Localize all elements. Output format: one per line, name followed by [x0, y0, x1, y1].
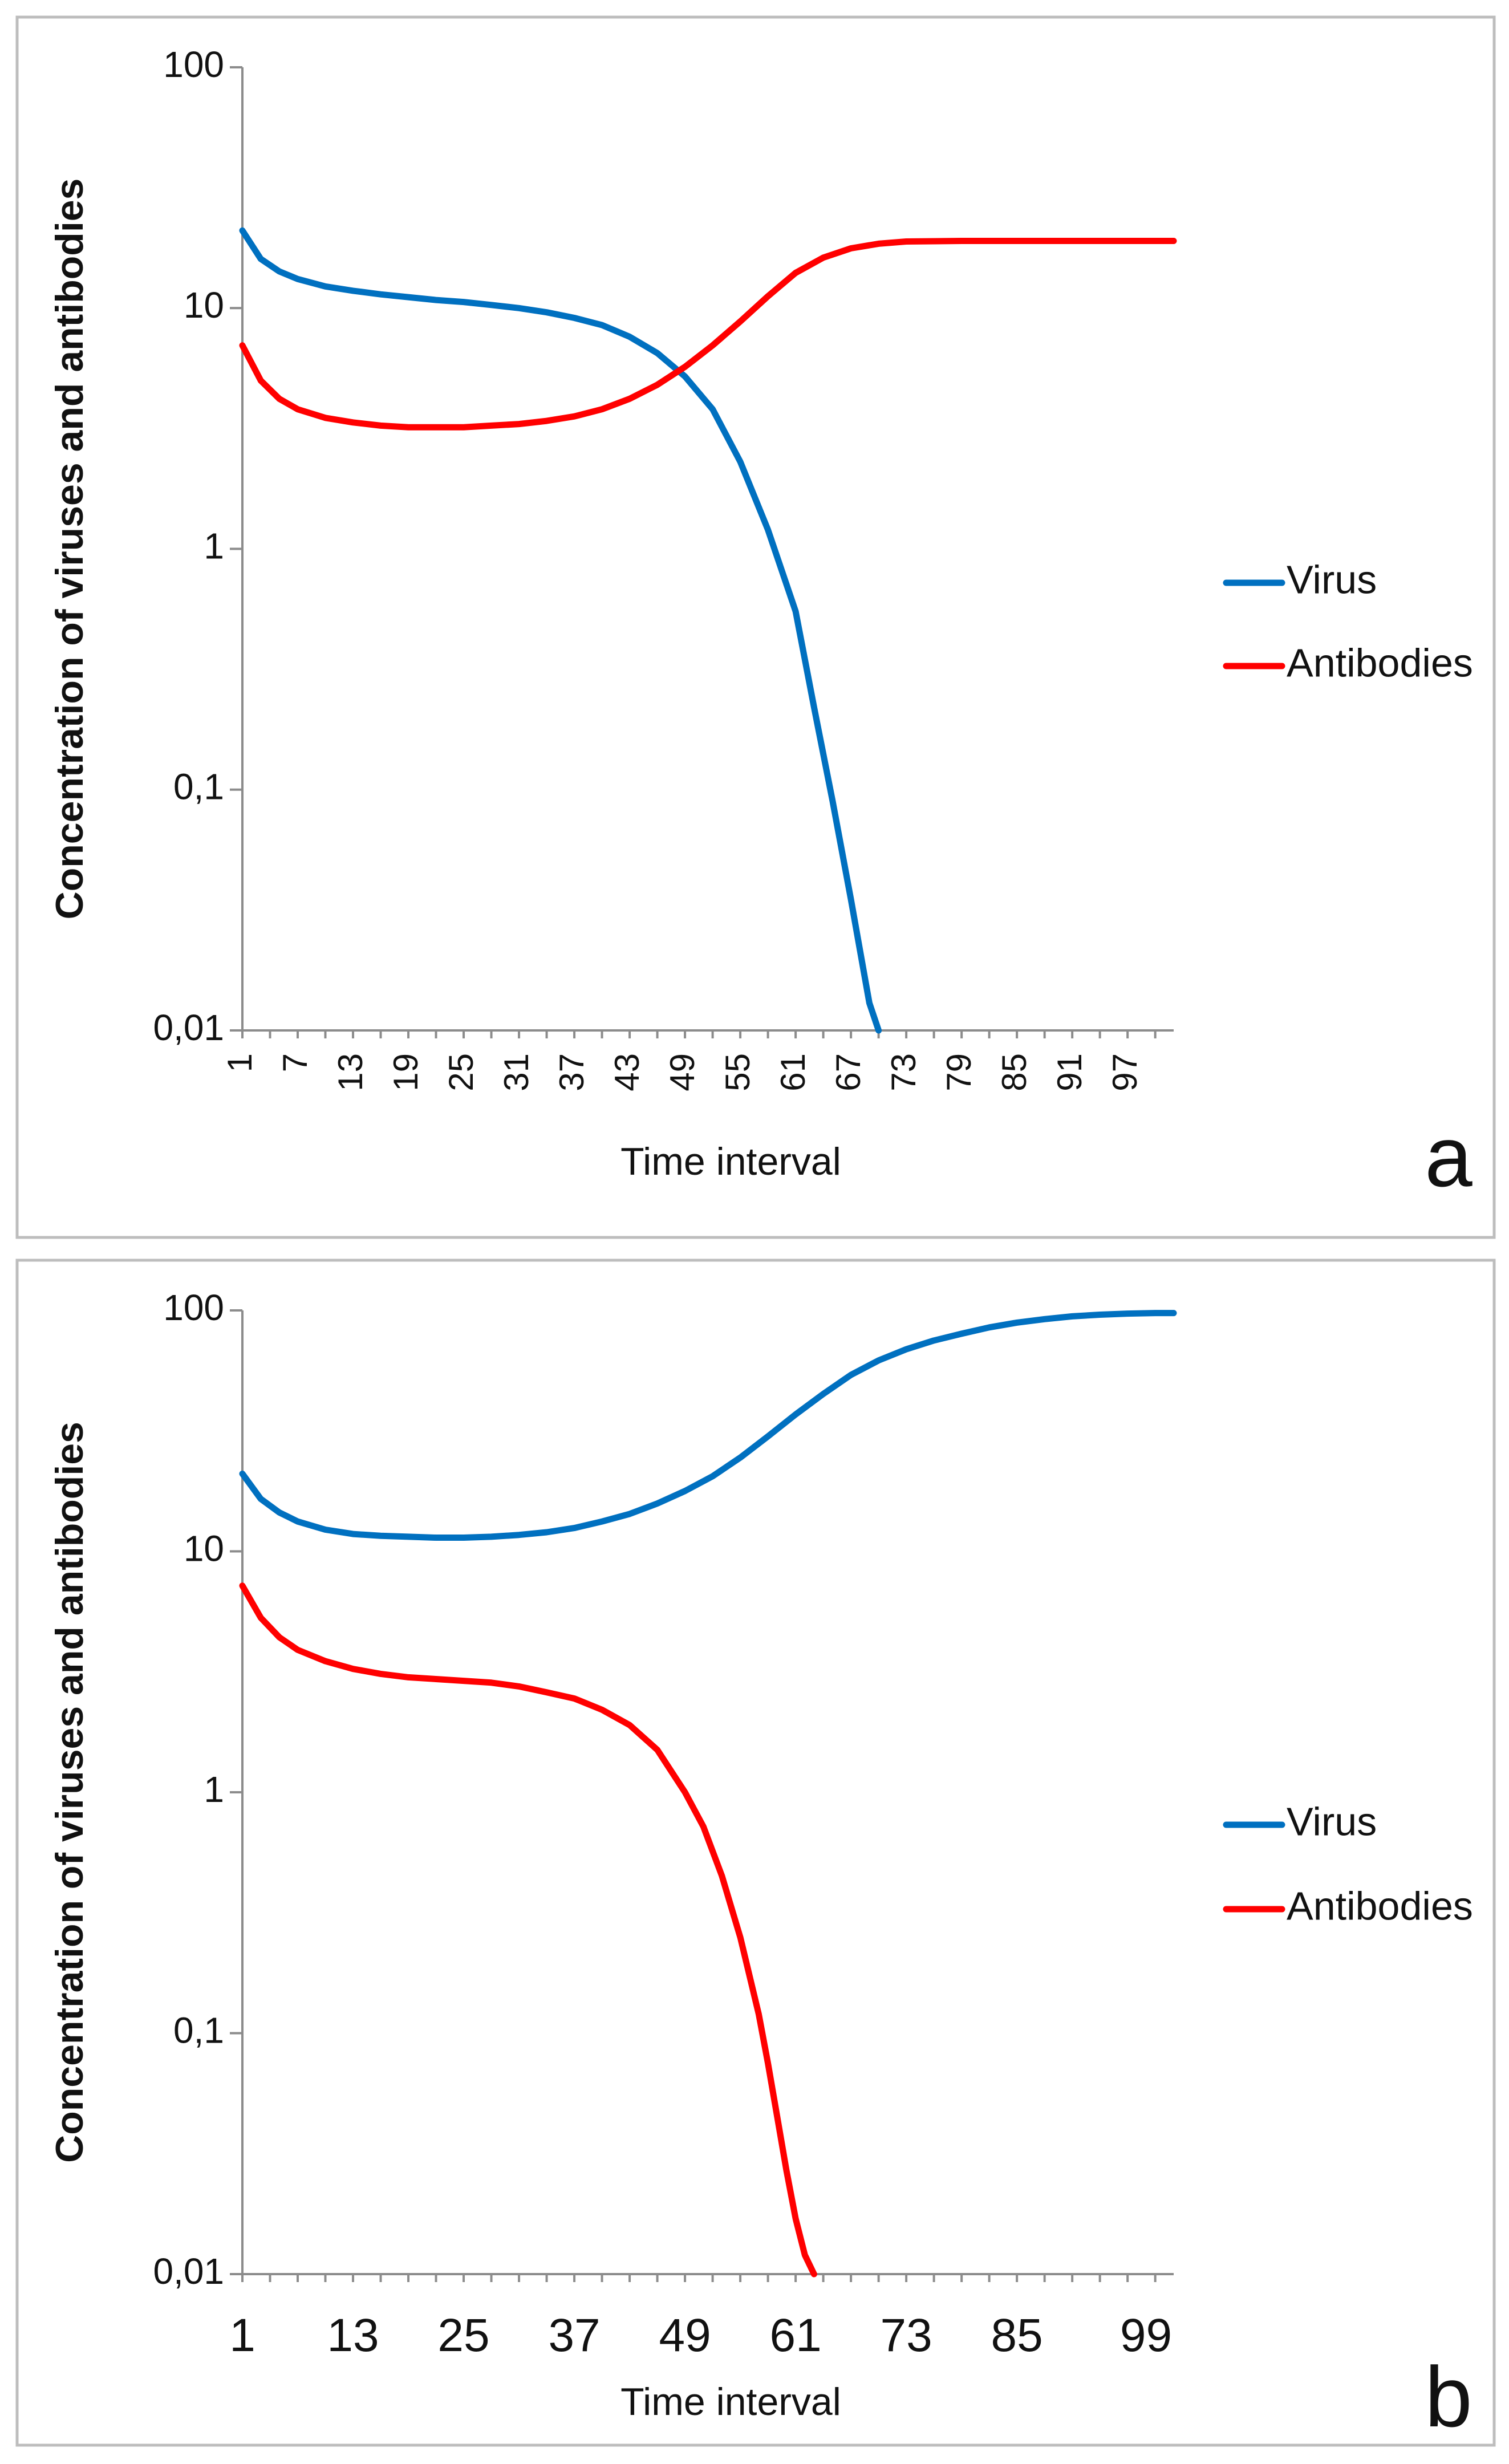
series-line-antibodies [239, 238, 1177, 431]
panel-label: a [1425, 1109, 1473, 1204]
x-axis-label: Time interval [620, 2380, 841, 2424]
y-tick-label: 10 [184, 285, 224, 326]
x-tick-label: 99 [1120, 2309, 1172, 2361]
y-tick-label: 0,01 [153, 2251, 224, 2292]
x-tick-label: 73 [881, 2309, 932, 2361]
panel-label: b [1425, 2349, 1472, 2445]
y-tick-label: 1 [204, 525, 224, 566]
legend-label-virus: Virus [1287, 1799, 1377, 1844]
series-line-virus [239, 227, 882, 1034]
x-tick-label: 43 [608, 1053, 646, 1091]
x-tick-label: 55 [719, 1053, 757, 1091]
x-tick-label: 13 [331, 1053, 370, 1091]
x-tick-label: 37 [553, 1053, 591, 1091]
x-tick-label: 37 [548, 2309, 600, 2361]
x-tick-label: 31 [497, 1053, 536, 1091]
x-tick-label: 73 [885, 1053, 923, 1091]
x-tick-label: 85 [991, 2309, 1043, 2361]
x-tick-label: 97 [1106, 1053, 1144, 1091]
legend-label-virus: Virus [1287, 557, 1377, 602]
y-axis-label: Concentration of viruses and antibodies [48, 178, 91, 920]
x-tick-label: 61 [774, 1053, 812, 1091]
x-tick-label: 25 [437, 2309, 489, 2361]
series-line-antibodies [239, 1582, 817, 2278]
x-axis-label: Time interval [620, 1140, 841, 1183]
x-tick-label: 1 [221, 1053, 259, 1072]
x-tick-label: 61 [769, 2309, 821, 2361]
legend-label-antibodies: Antibodies [1287, 640, 1473, 685]
x-tick-label: 25 [442, 1053, 480, 1091]
x-tick-label: 67 [829, 1053, 867, 1091]
x-tick-label: 19 [387, 1053, 425, 1091]
panel-frame [15, 15, 1496, 1239]
y-tick-label: 10 [184, 1528, 224, 1569]
x-tick-label: 91 [1050, 1053, 1089, 1091]
y-tick-label: 100 [163, 44, 224, 85]
x-tick-label: 49 [663, 1053, 701, 1091]
y-tick-label: 0,01 [153, 1007, 224, 1048]
y-tick-label: 0,1 [173, 766, 224, 807]
x-tick-label: 13 [327, 2309, 379, 2361]
x-tick-label: 49 [659, 2309, 711, 2361]
panel-frame [15, 1259, 1496, 2447]
y-tick-label: 100 [163, 1287, 224, 1328]
x-tick-label: 79 [940, 1053, 978, 1091]
y-axis-label: Concentration of viruses and antibodies [48, 1422, 91, 2163]
y-tick-label: 0,1 [173, 2010, 224, 2051]
y-tick-label: 1 [204, 1769, 224, 1810]
legend-label-antibodies: Antibodies [1287, 1883, 1473, 1928]
series-line-virus [239, 1310, 1177, 1541]
x-tick-label: 1 [229, 2309, 255, 2361]
x-tick-label: 7 [276, 1053, 314, 1072]
x-tick-label: 85 [995, 1053, 1033, 1091]
